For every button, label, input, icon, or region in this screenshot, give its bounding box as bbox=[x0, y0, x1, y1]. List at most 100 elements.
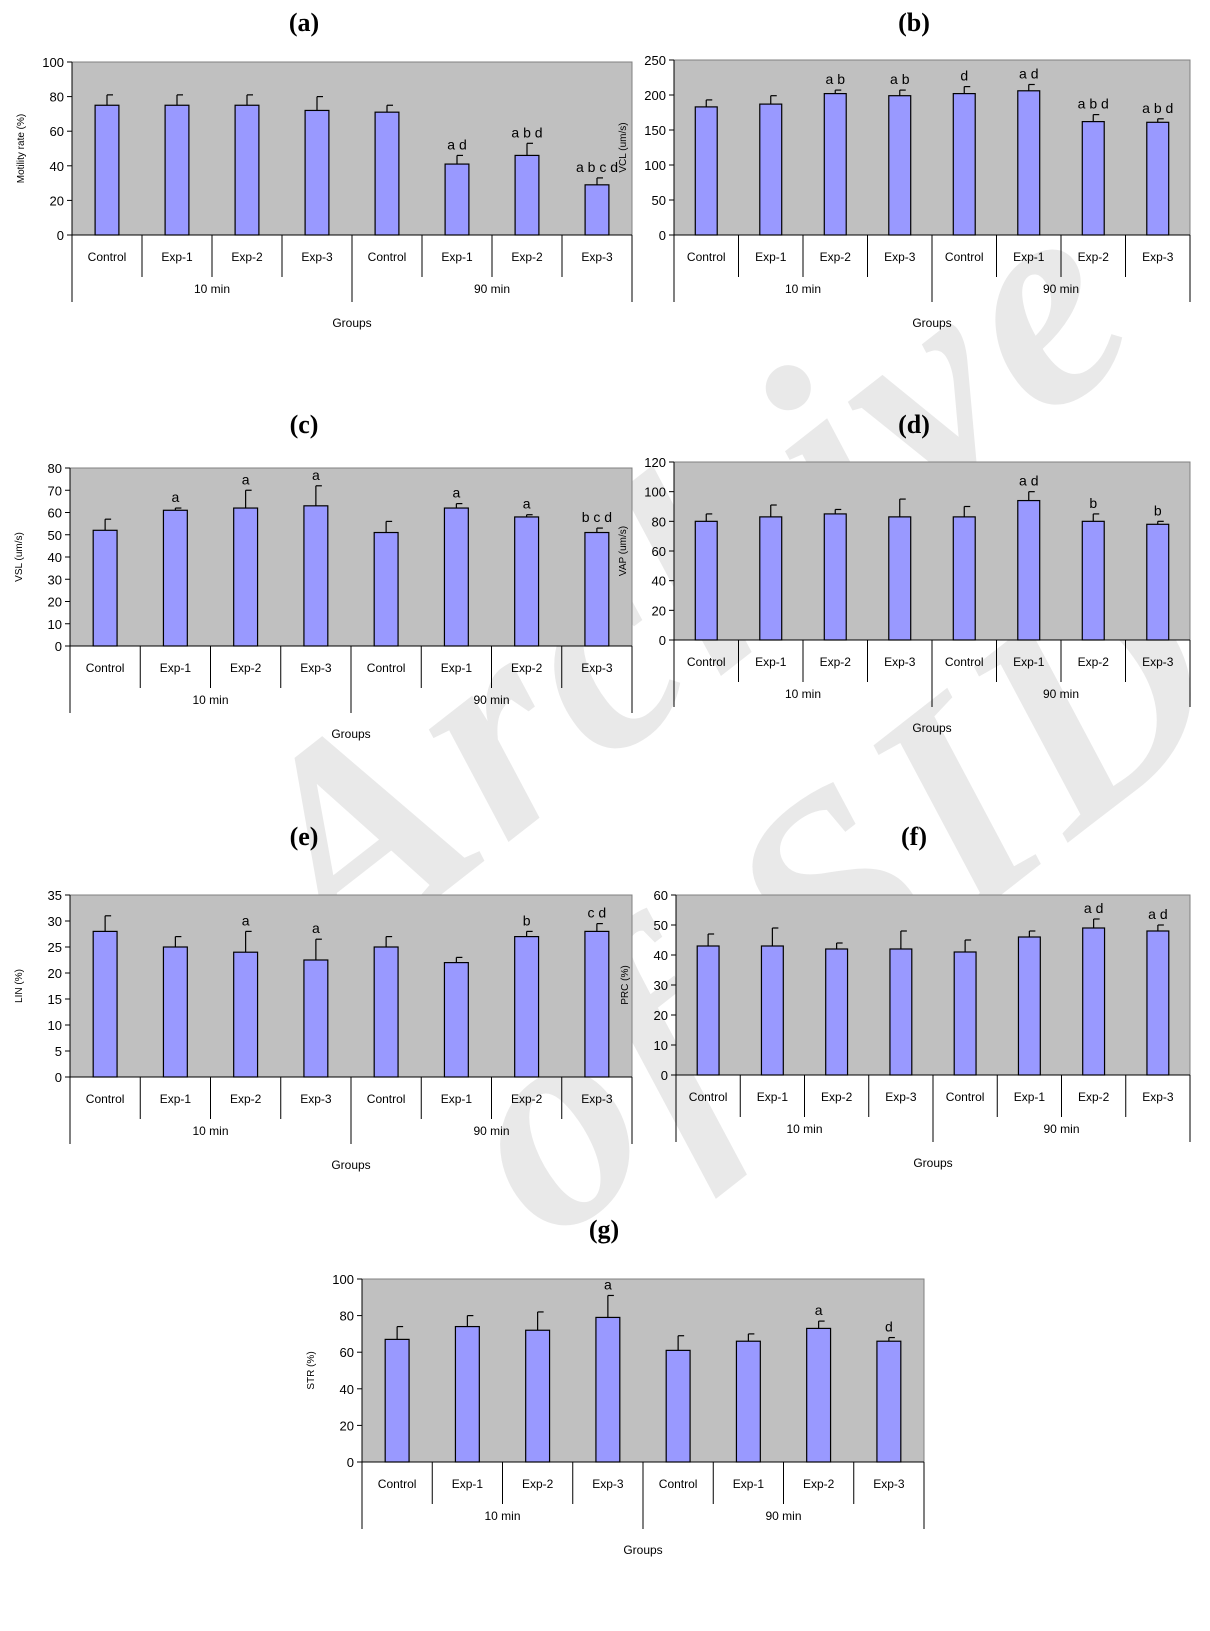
y-tick-label: 60 bbox=[654, 888, 668, 903]
significance-label: a b c d bbox=[576, 159, 618, 175]
significance-label: a bbox=[523, 496, 531, 512]
bar bbox=[760, 945, 784, 1076]
bar bbox=[823, 513, 847, 641]
bar bbox=[888, 95, 912, 236]
bar bbox=[1081, 120, 1105, 236]
group-label: 10 min bbox=[785, 687, 821, 701]
panel-title-c: (c) bbox=[289, 410, 319, 439]
y-tick-label: 150 bbox=[644, 123, 666, 138]
category-label: Exp-2 bbox=[820, 655, 852, 669]
category-label: Control bbox=[86, 1092, 125, 1106]
y-tick-label: 20 bbox=[48, 595, 62, 610]
x-axis-label: Groups bbox=[332, 316, 371, 330]
category-label: Exp-3 bbox=[301, 250, 333, 264]
bar bbox=[1146, 523, 1170, 641]
bar bbox=[373, 946, 399, 1078]
category-label: Exp-1 bbox=[452, 1477, 484, 1491]
y-tick-label: 60 bbox=[652, 544, 666, 559]
significance-label: a d bbox=[1148, 906, 1167, 922]
y-tick-label: 40 bbox=[48, 550, 62, 565]
category-label: Exp-1 bbox=[441, 1092, 473, 1106]
category-label: Exp-1 bbox=[1013, 250, 1045, 264]
y-tick-label: 35 bbox=[48, 888, 62, 903]
y-axis-label: LIN (%) bbox=[14, 969, 25, 1003]
y-tick-label: 60 bbox=[50, 124, 64, 139]
category-label: Exp-3 bbox=[1142, 655, 1174, 669]
panel-title-g: (g) bbox=[588, 1215, 620, 1244]
y-tick-label: 20 bbox=[48, 966, 62, 981]
y-tick-label: 50 bbox=[654, 918, 668, 933]
bar bbox=[514, 935, 540, 1078]
y-tick-label: 30 bbox=[48, 572, 62, 587]
panel-title-e: (e) bbox=[289, 822, 319, 851]
plot-area bbox=[69, 467, 633, 647]
y-tick-label: 20 bbox=[50, 193, 64, 208]
group-label: 10 min bbox=[194, 282, 230, 296]
bar bbox=[94, 104, 120, 236]
bar bbox=[444, 163, 470, 236]
y-tick-label: 120 bbox=[644, 455, 666, 470]
significance-label: a d bbox=[1019, 66, 1038, 82]
category-label: Exp-2 bbox=[1078, 250, 1110, 264]
x-axis-label: Groups bbox=[331, 727, 370, 741]
category-label: Exp-1 bbox=[161, 250, 193, 264]
y-tick-label: 0 bbox=[55, 1070, 62, 1085]
category-label: Exp-1 bbox=[755, 250, 787, 264]
category-label: Exp-3 bbox=[592, 1477, 624, 1491]
y-tick-label: 5 bbox=[55, 1044, 62, 1059]
bar bbox=[514, 154, 540, 236]
significance-label: b c d bbox=[582, 509, 612, 525]
group-label: 90 min bbox=[1043, 687, 1079, 701]
significance-label: a d bbox=[447, 136, 466, 152]
category-label: Exp-3 bbox=[581, 250, 613, 264]
bar bbox=[953, 951, 977, 1076]
category-label: Control bbox=[86, 661, 125, 675]
y-tick-label: 60 bbox=[340, 1345, 354, 1360]
bar bbox=[694, 520, 718, 641]
plot-area bbox=[673, 461, 1191, 641]
category-label: Exp-1 bbox=[755, 655, 787, 669]
x-axis-label: Groups bbox=[912, 721, 951, 735]
y-tick-label: 40 bbox=[654, 948, 668, 963]
bar bbox=[92, 930, 118, 1078]
panel-title-f: (f) bbox=[901, 822, 927, 851]
y-tick-label: 100 bbox=[332, 1272, 354, 1287]
y-axis-label: PRC (%) bbox=[620, 965, 631, 1004]
category-label: Exp-1 bbox=[733, 1477, 765, 1491]
significance-label: c d bbox=[588, 905, 607, 921]
category-label: Control bbox=[946, 1090, 985, 1104]
bar bbox=[735, 1340, 761, 1463]
bar bbox=[303, 959, 329, 1078]
group-label: 10 min bbox=[484, 1509, 520, 1523]
category-label: Exp-1 bbox=[1014, 1090, 1046, 1104]
significance-label: a bbox=[171, 489, 179, 505]
group-label: 10 min bbox=[192, 693, 228, 707]
y-tick-label: 40 bbox=[652, 574, 666, 589]
bar bbox=[233, 507, 259, 647]
significance-label: a b bbox=[826, 71, 846, 87]
category-label: Exp-3 bbox=[1142, 250, 1174, 264]
group-label: 10 min bbox=[786, 1122, 822, 1136]
y-tick-label: 0 bbox=[661, 1068, 668, 1083]
y-tick-label: 40 bbox=[340, 1382, 354, 1397]
bar bbox=[164, 104, 190, 236]
y-axis-label: VSL (um/s) bbox=[14, 532, 25, 582]
significance-label: a b d bbox=[1142, 100, 1173, 116]
x-axis-label: Groups bbox=[331, 1158, 370, 1172]
y-tick-label: 80 bbox=[50, 90, 64, 105]
bar bbox=[1017, 936, 1041, 1076]
category-label: Exp-2 bbox=[230, 1092, 262, 1106]
bar bbox=[584, 184, 610, 236]
significance-label: a d bbox=[1019, 473, 1038, 489]
group-label: 90 min bbox=[473, 693, 509, 707]
bar bbox=[759, 516, 783, 641]
category-label: Exp-3 bbox=[581, 661, 613, 675]
category-label: Exp-3 bbox=[300, 1092, 332, 1106]
y-tick-label: 20 bbox=[654, 1008, 668, 1023]
bar bbox=[665, 1349, 691, 1463]
y-tick-label: 20 bbox=[652, 603, 666, 618]
significance-label: a b bbox=[890, 71, 910, 87]
bar bbox=[1017, 90, 1041, 236]
bar bbox=[889, 948, 913, 1076]
panel-title-d: (d) bbox=[898, 410, 930, 439]
